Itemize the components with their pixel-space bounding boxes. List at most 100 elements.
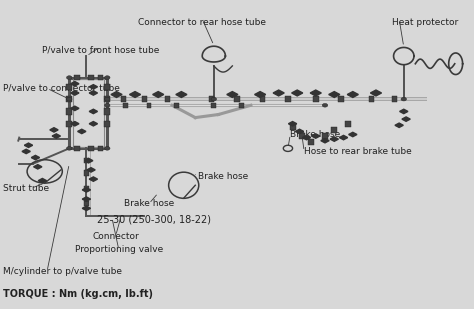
- Polygon shape: [89, 121, 98, 126]
- Polygon shape: [255, 91, 266, 97]
- Bar: [83, 201, 89, 206]
- Polygon shape: [89, 177, 98, 181]
- Text: Strut tube: Strut tube: [3, 184, 49, 193]
- Polygon shape: [395, 123, 403, 128]
- Bar: [338, 96, 344, 102]
- Polygon shape: [288, 121, 297, 126]
- Bar: [260, 96, 265, 102]
- Bar: [83, 158, 89, 163]
- Polygon shape: [82, 188, 91, 192]
- Polygon shape: [82, 206, 91, 210]
- Text: P/valve to front hose tube: P/valve to front hose tube: [42, 45, 159, 54]
- Circle shape: [66, 146, 72, 150]
- Polygon shape: [87, 168, 95, 172]
- Polygon shape: [38, 178, 46, 183]
- Circle shape: [104, 146, 110, 150]
- Text: Hose to rear brake tube: Hose to rear brake tube: [304, 147, 412, 156]
- Polygon shape: [52, 134, 61, 138]
- Polygon shape: [400, 109, 408, 114]
- Bar: [83, 186, 89, 191]
- Polygon shape: [370, 90, 382, 96]
- Bar: [331, 127, 337, 133]
- Polygon shape: [339, 135, 348, 140]
- Polygon shape: [111, 91, 122, 97]
- Bar: [313, 96, 319, 102]
- Bar: [98, 146, 103, 151]
- Polygon shape: [50, 128, 58, 132]
- Bar: [174, 103, 179, 108]
- Bar: [66, 84, 72, 90]
- Polygon shape: [302, 135, 310, 140]
- Bar: [369, 96, 374, 102]
- Polygon shape: [330, 137, 338, 141]
- Text: Brake hose: Brake hose: [124, 199, 174, 208]
- Polygon shape: [31, 155, 40, 160]
- Polygon shape: [129, 91, 141, 97]
- Circle shape: [322, 104, 328, 107]
- Text: Proportioning valve: Proportioning valve: [75, 245, 163, 254]
- Polygon shape: [34, 165, 42, 169]
- Polygon shape: [402, 117, 410, 121]
- Circle shape: [211, 97, 217, 101]
- Bar: [104, 96, 110, 102]
- Polygon shape: [89, 91, 98, 95]
- Circle shape: [66, 76, 72, 79]
- Polygon shape: [310, 90, 321, 96]
- Bar: [123, 103, 128, 108]
- Polygon shape: [71, 91, 79, 95]
- Polygon shape: [153, 91, 164, 97]
- Polygon shape: [71, 82, 79, 86]
- Polygon shape: [89, 109, 98, 114]
- Bar: [83, 170, 89, 176]
- Bar: [392, 96, 397, 102]
- Text: Connector to rear hose tube: Connector to rear hose tube: [138, 18, 266, 27]
- Bar: [322, 133, 328, 139]
- Polygon shape: [89, 85, 98, 89]
- Bar: [234, 96, 240, 102]
- Polygon shape: [82, 197, 91, 201]
- Text: Heat protector: Heat protector: [392, 18, 458, 27]
- Bar: [209, 96, 214, 102]
- Polygon shape: [311, 134, 320, 138]
- Bar: [104, 121, 110, 127]
- Bar: [104, 108, 110, 115]
- Bar: [308, 139, 314, 145]
- Polygon shape: [78, 129, 86, 134]
- Bar: [290, 124, 296, 129]
- Circle shape: [401, 97, 407, 101]
- Bar: [299, 133, 305, 139]
- Circle shape: [104, 76, 110, 79]
- Bar: [211, 103, 216, 108]
- Polygon shape: [328, 91, 340, 97]
- Polygon shape: [349, 132, 357, 137]
- Bar: [104, 84, 110, 90]
- Bar: [239, 103, 244, 108]
- Bar: [66, 96, 72, 102]
- Circle shape: [104, 104, 110, 107]
- Text: TORQUE : Nm (kg.cm, lb.ft): TORQUE : Nm (kg.cm, lb.ft): [3, 290, 153, 299]
- Bar: [285, 96, 291, 102]
- Text: 25-30 (250-300, 18-22): 25-30 (250-300, 18-22): [97, 214, 210, 224]
- Text: Brake hose: Brake hose: [290, 130, 340, 139]
- Bar: [66, 121, 72, 127]
- Polygon shape: [84, 159, 93, 163]
- Polygon shape: [347, 91, 358, 97]
- Text: Brake hose: Brake hose: [198, 171, 248, 180]
- Bar: [66, 108, 72, 115]
- Polygon shape: [321, 138, 329, 143]
- Polygon shape: [71, 121, 79, 126]
- Text: M/cylinder to p/valve tube: M/cylinder to p/valve tube: [3, 267, 122, 276]
- Polygon shape: [295, 129, 304, 134]
- Polygon shape: [292, 90, 303, 96]
- Polygon shape: [71, 106, 79, 111]
- Bar: [146, 103, 151, 108]
- Circle shape: [104, 97, 110, 101]
- Polygon shape: [273, 90, 284, 96]
- Text: P/valve to connector tube: P/valve to connector tube: [3, 84, 120, 93]
- Bar: [88, 75, 94, 80]
- Polygon shape: [227, 91, 238, 97]
- Bar: [164, 96, 170, 102]
- Polygon shape: [22, 149, 30, 154]
- Bar: [88, 146, 94, 151]
- Polygon shape: [176, 91, 187, 97]
